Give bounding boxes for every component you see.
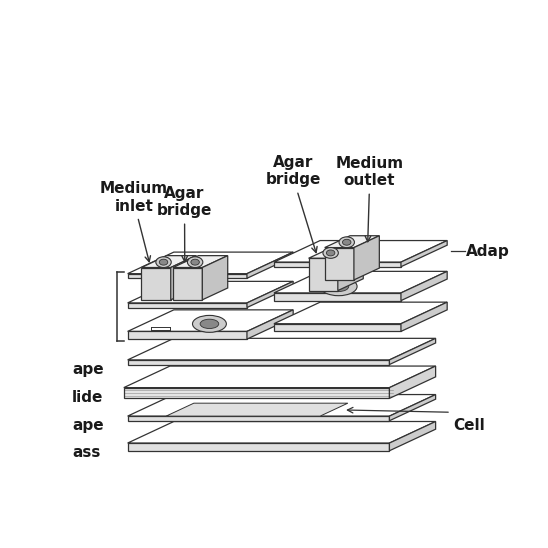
Ellipse shape xyxy=(339,237,355,248)
Polygon shape xyxy=(309,258,338,290)
Polygon shape xyxy=(390,421,436,451)
Text: Agar
bridge: Agar bridge xyxy=(157,186,212,218)
Polygon shape xyxy=(401,241,447,267)
Ellipse shape xyxy=(187,257,203,267)
Ellipse shape xyxy=(156,257,171,267)
Text: Adap: Adap xyxy=(466,244,510,259)
Polygon shape xyxy=(128,281,293,303)
Polygon shape xyxy=(247,281,293,307)
Polygon shape xyxy=(401,302,447,332)
Polygon shape xyxy=(128,310,293,332)
Ellipse shape xyxy=(192,316,226,332)
Polygon shape xyxy=(128,416,390,421)
Polygon shape xyxy=(128,332,247,339)
Ellipse shape xyxy=(320,277,357,296)
Polygon shape xyxy=(141,267,171,300)
Text: Cell: Cell xyxy=(453,418,485,433)
Polygon shape xyxy=(124,387,390,398)
Ellipse shape xyxy=(200,319,219,328)
Ellipse shape xyxy=(328,281,349,292)
Polygon shape xyxy=(274,241,447,262)
Polygon shape xyxy=(390,366,436,398)
Polygon shape xyxy=(247,252,293,278)
Polygon shape xyxy=(401,271,447,301)
Polygon shape xyxy=(354,236,379,280)
Text: Medium
inlet: Medium inlet xyxy=(100,181,168,214)
Polygon shape xyxy=(141,255,196,267)
Polygon shape xyxy=(338,247,363,290)
Ellipse shape xyxy=(327,250,335,256)
Polygon shape xyxy=(173,267,202,300)
Polygon shape xyxy=(202,255,228,300)
Polygon shape xyxy=(274,293,401,301)
Polygon shape xyxy=(128,252,293,273)
Text: lide: lide xyxy=(72,390,104,405)
Text: ass: ass xyxy=(72,446,100,460)
Ellipse shape xyxy=(159,259,168,265)
Polygon shape xyxy=(390,338,436,364)
Polygon shape xyxy=(128,395,436,416)
Polygon shape xyxy=(324,236,379,248)
Ellipse shape xyxy=(191,259,199,265)
Text: Agar
bridge: Agar bridge xyxy=(265,155,321,187)
Polygon shape xyxy=(128,273,247,278)
Polygon shape xyxy=(128,303,247,307)
Polygon shape xyxy=(124,366,436,387)
Polygon shape xyxy=(247,310,293,339)
Polygon shape xyxy=(274,271,447,293)
Ellipse shape xyxy=(342,239,351,245)
Polygon shape xyxy=(274,302,447,324)
Text: ape: ape xyxy=(72,362,104,377)
Ellipse shape xyxy=(323,248,338,258)
Polygon shape xyxy=(173,255,228,267)
Polygon shape xyxy=(324,248,354,280)
Polygon shape xyxy=(274,262,401,267)
Polygon shape xyxy=(166,403,348,416)
Text: ape: ape xyxy=(72,419,104,433)
Polygon shape xyxy=(309,247,363,258)
Polygon shape xyxy=(128,360,390,364)
Polygon shape xyxy=(390,395,436,421)
Polygon shape xyxy=(171,255,196,300)
Text: Medium
outlet: Medium outlet xyxy=(335,156,403,189)
Polygon shape xyxy=(128,338,436,360)
Polygon shape xyxy=(128,443,390,451)
Polygon shape xyxy=(274,324,401,332)
Polygon shape xyxy=(128,421,436,443)
